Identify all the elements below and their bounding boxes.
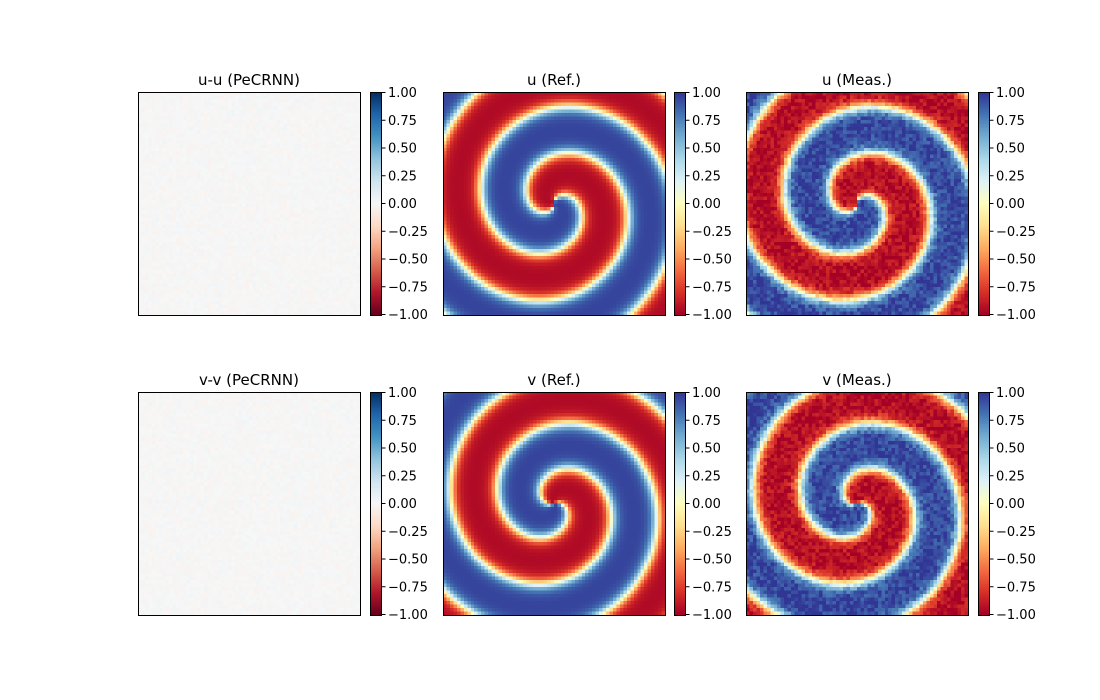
heatmap-u-error [138, 92, 360, 315]
colorbar-tick-label: 0.75 [388, 114, 417, 129]
colorbar-tick-label: −0.75 [388, 280, 428, 295]
colorbar-tick-label: 0.75 [692, 414, 721, 429]
panel-frame [746, 92, 969, 316]
heatmap-v-ref [443, 392, 665, 615]
colorbar-tick-label: −0.25 [996, 525, 1036, 540]
colorbar-tick-label: 0.50 [692, 142, 721, 157]
colorbar-tick-label: 0.00 [388, 497, 417, 512]
colorbar-u-meas [978, 92, 989, 315]
panel-frame [746, 392, 969, 616]
colorbar-v-meas [978, 392, 989, 615]
panel-frame [443, 392, 666, 616]
colorbar-tick-label: −0.25 [692, 225, 732, 240]
colorbar-tick-label: −1.00 [996, 308, 1036, 323]
colorbar-ticks: 1.00 0.75 0.50 0.25 0.00 −0.25 −0.50 −0.75 −1.00 [381, 386, 428, 623]
colorbar-tick-label: 0.50 [388, 142, 417, 157]
colorbar-v-error [370, 392, 381, 615]
colorbar-tick-label: 0.75 [388, 414, 417, 429]
colorbar-tick-label: 0.25 [692, 169, 721, 184]
colorbar-tick-label: −0.50 [692, 553, 732, 568]
heatmap-v-meas [746, 392, 968, 615]
colorbar-tick-label: 0.75 [996, 414, 1025, 429]
colorbar-ticks: 1.00 0.75 0.50 0.25 0.00 −0.25 −0.50 −0.75 −1.00 [381, 86, 428, 323]
colorbar-tick-label: 0.50 [388, 442, 417, 457]
heatmap-v-error [138, 392, 360, 615]
panel-u-error: u-u (PeCRNN) 1.00 0.75 0.50 0.25 0.00 −0.25 −0… [138, 71, 428, 323]
colorbar-tick-label: 0.00 [996, 197, 1025, 212]
colorbar-tick-label: 1.00 [388, 86, 417, 101]
panel-title: u (Meas.) [822, 71, 892, 89]
colorbar-tick-label: −0.25 [996, 225, 1036, 240]
colorbar-tick-label: −0.75 [996, 280, 1036, 295]
panel-title: u (Ref.) [527, 71, 581, 89]
colorbar-ticks: 1.00 0.75 0.50 0.25 0.00 −0.25 −0.50 −0.75 −1.00 [989, 86, 1036, 323]
colorbar-tick-label: 1.00 [692, 386, 721, 401]
colorbar-tick-label: 1.00 [996, 86, 1025, 101]
colorbar-tick-label: 0.25 [692, 469, 721, 484]
panel-frame [138, 392, 361, 616]
colorbar-tick-label: 0.00 [692, 197, 721, 212]
colorbar-u-ref [674, 92, 685, 315]
colorbar-tick-label: −0.25 [388, 225, 428, 240]
colorbar-tick-label: −0.25 [692, 525, 732, 540]
colorbar-tick-label: −0.50 [996, 553, 1036, 568]
panel-title: v (Meas.) [822, 371, 891, 389]
colorbar-tick-label: 0.25 [996, 169, 1025, 184]
colorbar-tick-label: −1.00 [692, 308, 732, 323]
panel-u-meas: u (Meas.) 1.00 0.75 0.50 0.25 0.00 −0.25 −0.50… [746, 71, 1036, 323]
colorbar-v-ref [674, 392, 685, 615]
panel-title: u-u (PeCRNN) [198, 71, 300, 89]
colorbar-tick-label: 0.50 [996, 442, 1025, 457]
colorbar-tick-label: 0.50 [996, 142, 1025, 157]
colorbar-tick-label: 0.25 [388, 169, 417, 184]
colorbar-tick-label: −0.50 [388, 553, 428, 568]
panel-title: v (Ref.) [527, 371, 580, 389]
panel-v-meas: v (Meas.) 1.00 0.75 0.50 0.25 0.00 −0.25 −0.50… [746, 371, 1036, 623]
colorbar-tick-label: −1.00 [692, 608, 732, 623]
colorbar-tick-label: −0.75 [996, 580, 1036, 595]
colorbar-tick-label: −0.50 [388, 253, 428, 268]
colorbar-tick-label: 0.00 [996, 497, 1025, 512]
colorbar-u-error [370, 92, 381, 315]
colorbar-tick-label: 0.00 [692, 497, 721, 512]
panel-frame [443, 92, 666, 316]
heatmap-u-meas [746, 92, 968, 315]
colorbar-tick-label: −1.00 [388, 308, 428, 323]
panel-title: v-v (PeCRNN) [199, 371, 299, 389]
colorbar-ticks: 1.00 0.75 0.50 0.25 0.00 −0.25 −0.50 −0.75 −1.00 [685, 86, 732, 323]
colorbar-tick-label: −0.75 [692, 280, 732, 295]
panel-v-error: v-v (PeCRNN) 1.00 0.75 0.50 0.25 0.00 −0.25 −0… [138, 371, 428, 623]
colorbar-tick-label: −1.00 [996, 608, 1036, 623]
colorbar-tick-label: 0.75 [692, 114, 721, 129]
colorbar-tick-label: −0.25 [388, 525, 428, 540]
colorbar-tick-label: 1.00 [692, 86, 721, 101]
colorbar-tick-label: 1.00 [388, 386, 417, 401]
colorbar-ticks: 1.00 0.75 0.50 0.25 0.00 −0.25 −0.50 −0.75 −1.00 [685, 386, 732, 623]
colorbar-tick-label: 0.25 [996, 469, 1025, 484]
colorbar-tick-label: −0.75 [692, 580, 732, 595]
colorbar-tick-label: −1.00 [388, 608, 428, 623]
colorbar-tick-label: −0.50 [692, 253, 732, 268]
colorbar-tick-label: −0.50 [996, 253, 1036, 268]
panel-v-ref: v (Ref.) 1.00 0.75 0.50 0.25 0.00 −0.25 −0.50 −… [443, 371, 732, 623]
heatmap-u-ref [443, 92, 665, 315]
colorbar-tick-label: 1.00 [996, 386, 1025, 401]
colorbar-tick-label: 0.25 [388, 469, 417, 484]
colorbar-tick-label: 0.50 [692, 442, 721, 457]
panel-u-ref: u (Ref.) 1.00 0.75 0.50 0.25 0.00 −0.25 −0.50 −… [443, 71, 732, 323]
colorbar-ticks: 1.00 0.75 0.50 0.25 0.00 −0.25 −0.50 −0.75 −1.00 [989, 386, 1036, 623]
colorbar-tick-label: 0.00 [388, 197, 417, 212]
colorbar-tick-label: −0.75 [388, 580, 428, 595]
panel-frame [138, 92, 361, 316]
colorbar-tick-label: 0.75 [996, 114, 1025, 129]
